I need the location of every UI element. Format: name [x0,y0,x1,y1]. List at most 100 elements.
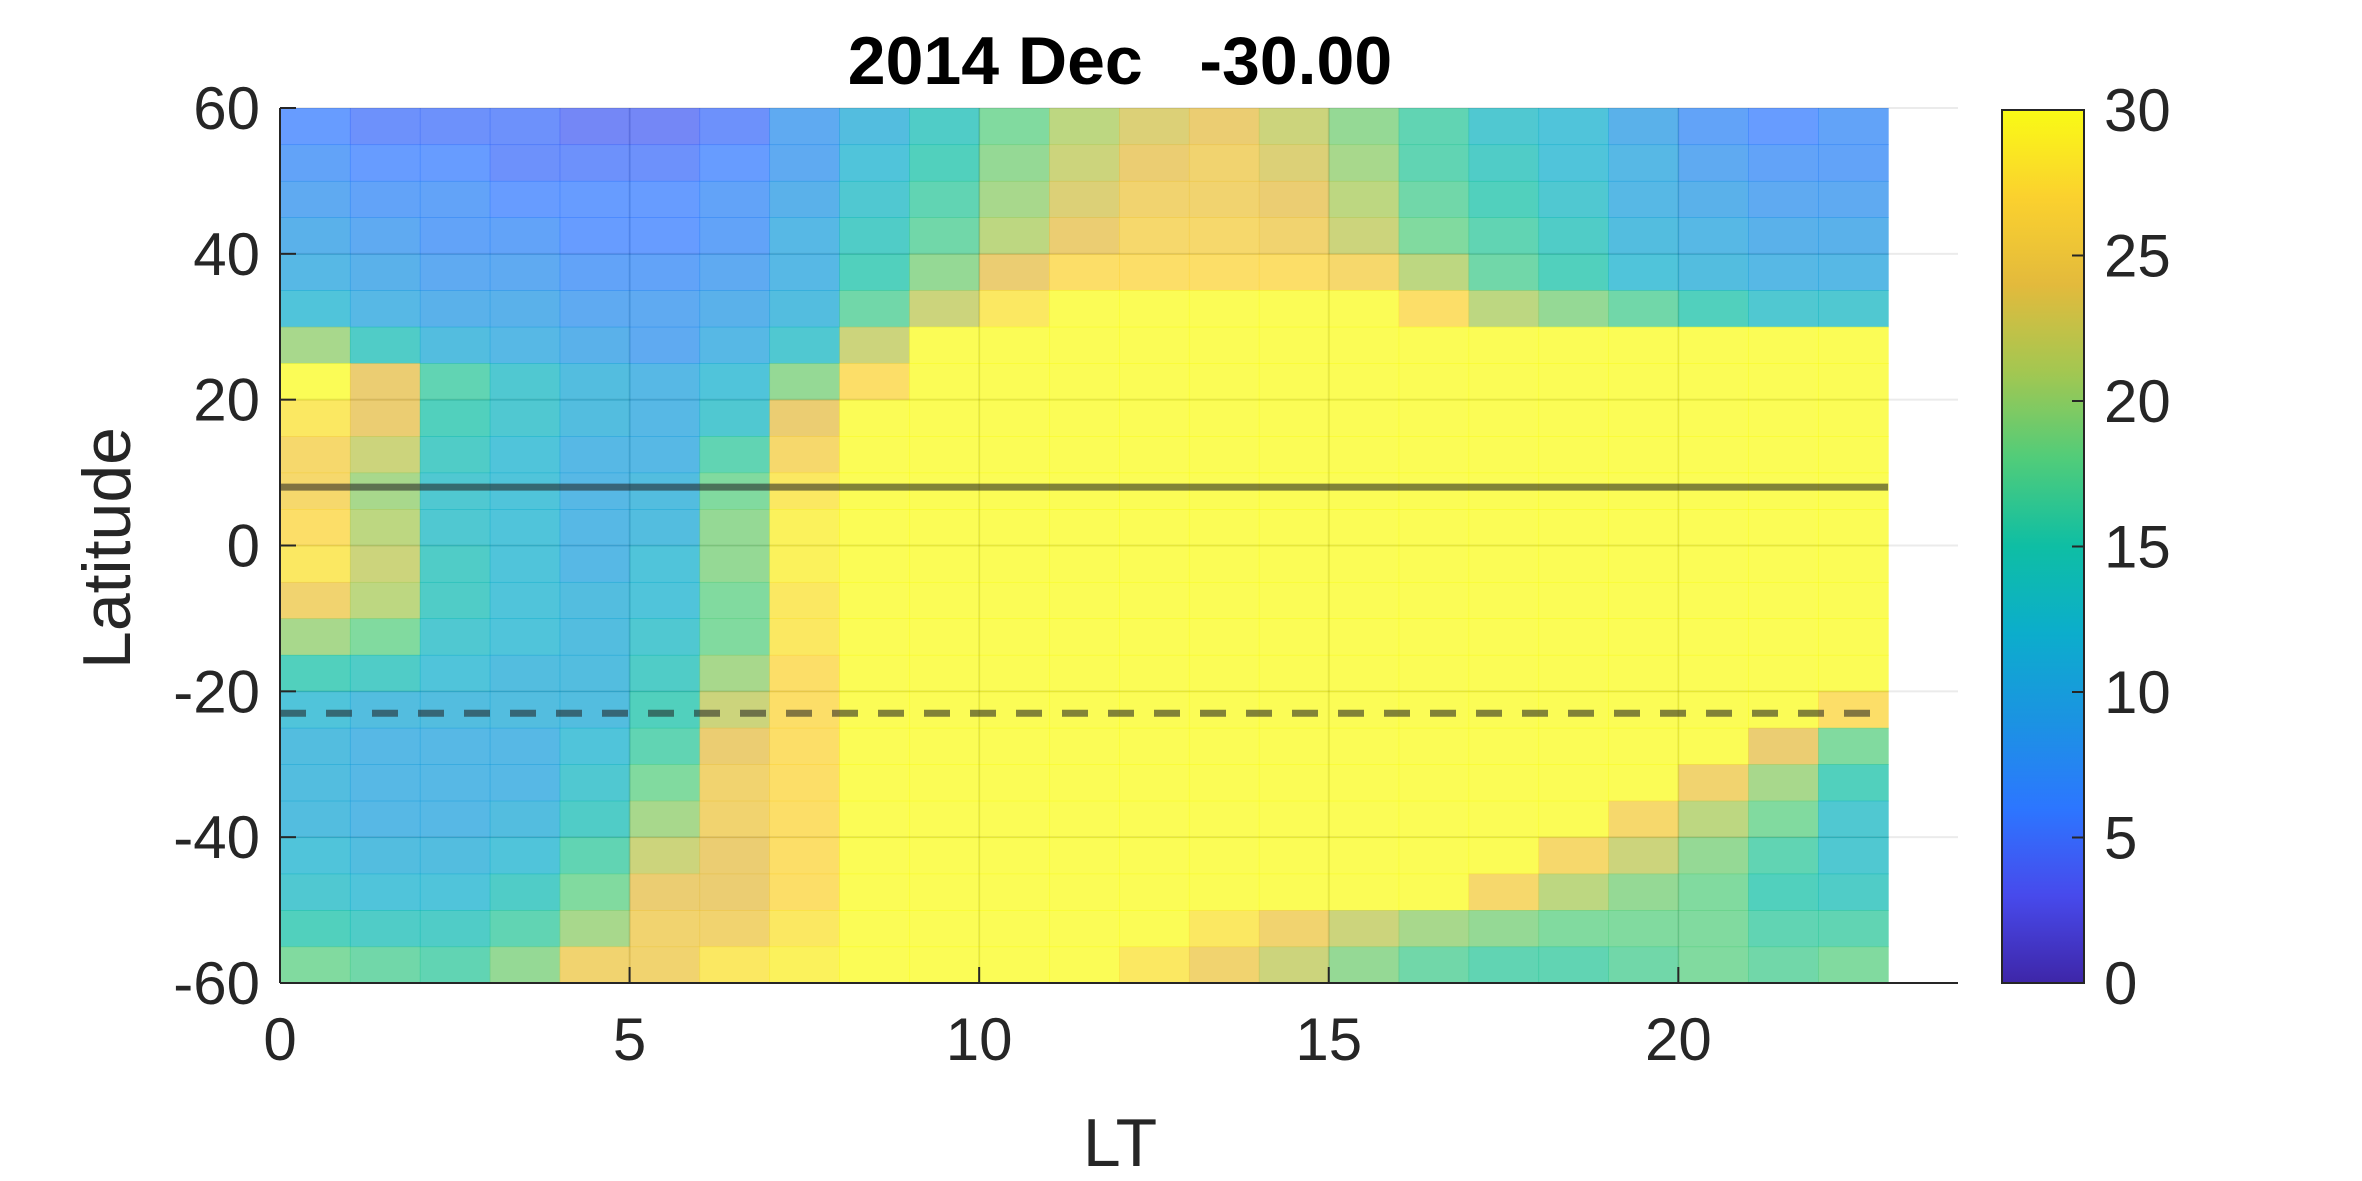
heatmap-cell [349,108,421,146]
heatmap-cell [280,363,351,401]
heatmap-cell [979,399,1050,437]
x-axis-label: LT [1083,1105,1157,1181]
heatmap-cell [419,144,491,182]
heatmap-cell [1678,399,1749,437]
heatmap-cell [1398,217,1470,255]
heatmap-cell [909,910,980,948]
heatmap-cell [1608,800,1679,838]
heatmap-cell [489,472,561,510]
heatmap-cell [629,946,701,984]
heatmap-cell [559,727,631,765]
heatmap-cell [1258,618,1330,656]
overlay-lines [280,483,1889,717]
heatmap-cell [1468,472,1540,510]
heatmap-cell [699,290,771,328]
heatmap-cell [1258,873,1330,911]
heatmap-cell [979,509,1050,547]
heatmap-cell [1468,873,1540,911]
heatmap-cell [909,764,980,802]
heatmap-cell [1398,253,1470,291]
colorbar-tick-label: 5 [2104,805,2137,872]
heatmap-cell [349,472,421,510]
heatmap-cell [489,108,561,146]
heatmap-cell [1818,946,1889,984]
heatmap-cell [559,545,631,583]
heatmap-cell [559,217,631,255]
heatmap-cell [559,764,631,802]
heatmap-cell [1328,180,1400,218]
heatmap-cell [1188,326,1260,364]
heatmap-cell [1258,910,1330,948]
heatmap-cell [280,727,351,765]
heatmap-cell [1119,837,1190,875]
heatmap-cell [909,436,980,474]
heatmap-cell [559,873,631,911]
heatmap-cell [839,108,910,146]
heatmap-cell [1678,800,1749,838]
heatmap-cell [769,545,840,583]
y-tick-label: 20 [193,367,260,434]
heatmap-cell [489,290,561,328]
heatmap-cell [1049,436,1120,474]
heatmap-cell [1678,581,1749,620]
heatmap-cell [839,436,910,474]
x-tick-label: 10 [946,1006,1013,1073]
heatmap-cell [839,399,910,437]
heatmap-cell [1608,727,1679,765]
heatmap-cell [769,800,840,838]
heatmap-cell [1258,581,1330,620]
heatmap-cell [839,363,910,401]
heatmap-cell [489,363,561,401]
heatmap-cell [419,326,491,364]
heatmap-cell [1049,472,1120,510]
heatmap-cell [699,180,771,218]
heatmap-cell [1188,399,1260,437]
heatmap-cell [419,436,491,474]
heatmap-cell [1119,326,1190,364]
heatmap-cell [1678,618,1749,656]
heatmap-cell [349,253,421,291]
heatmap-cell [1049,144,1120,182]
heatmap-cell [769,436,840,474]
colorbar-tick-label: 15 [2104,514,2171,581]
heatmap-cell [419,910,491,948]
heatmap-cell [1328,326,1400,364]
heatmap-cell [629,873,701,911]
heatmap-cell [280,764,351,802]
heatmap-cell [1049,108,1120,146]
heatmap-cell [629,764,701,802]
heatmap-cell [1608,581,1679,620]
heatmap-cell [1678,290,1749,328]
heatmap-cell [349,654,421,692]
heatmap-cell [1328,727,1400,765]
heatmap-cell [769,727,840,765]
heatmap-cell [769,910,840,948]
heatmap-cell [1608,472,1679,510]
heatmap-cell [489,654,561,692]
heatmap-cell [699,618,771,656]
heatmap-cell [1818,144,1889,182]
heatmap-cell [629,545,701,583]
heatmap-cell [489,837,561,875]
heatmap-cell [1678,946,1749,984]
heatmap-cell [1328,764,1400,802]
heatmap-cell [1748,108,1819,146]
heatmap-cell [1818,290,1889,328]
heatmap-cell [1748,654,1819,692]
heatmap-cell [1678,436,1749,474]
y-tick-label: 60 [193,75,260,142]
heatmap-cell [1188,363,1260,401]
heatmap-cell [1538,180,1610,218]
heatmap-cell [1538,837,1610,875]
heatmap-cell [1468,837,1540,875]
heatmap-cell [489,144,561,182]
heatmap-cell [1258,946,1330,984]
heatmap-cell [1328,290,1400,328]
heatmap-cell [1328,910,1400,948]
heatmap-cell [1328,399,1400,437]
heatmap-cell [699,727,771,765]
heatmap-cell [1468,144,1540,182]
colorbar-gradient [2001,109,2085,984]
heatmap-cell [839,472,910,510]
